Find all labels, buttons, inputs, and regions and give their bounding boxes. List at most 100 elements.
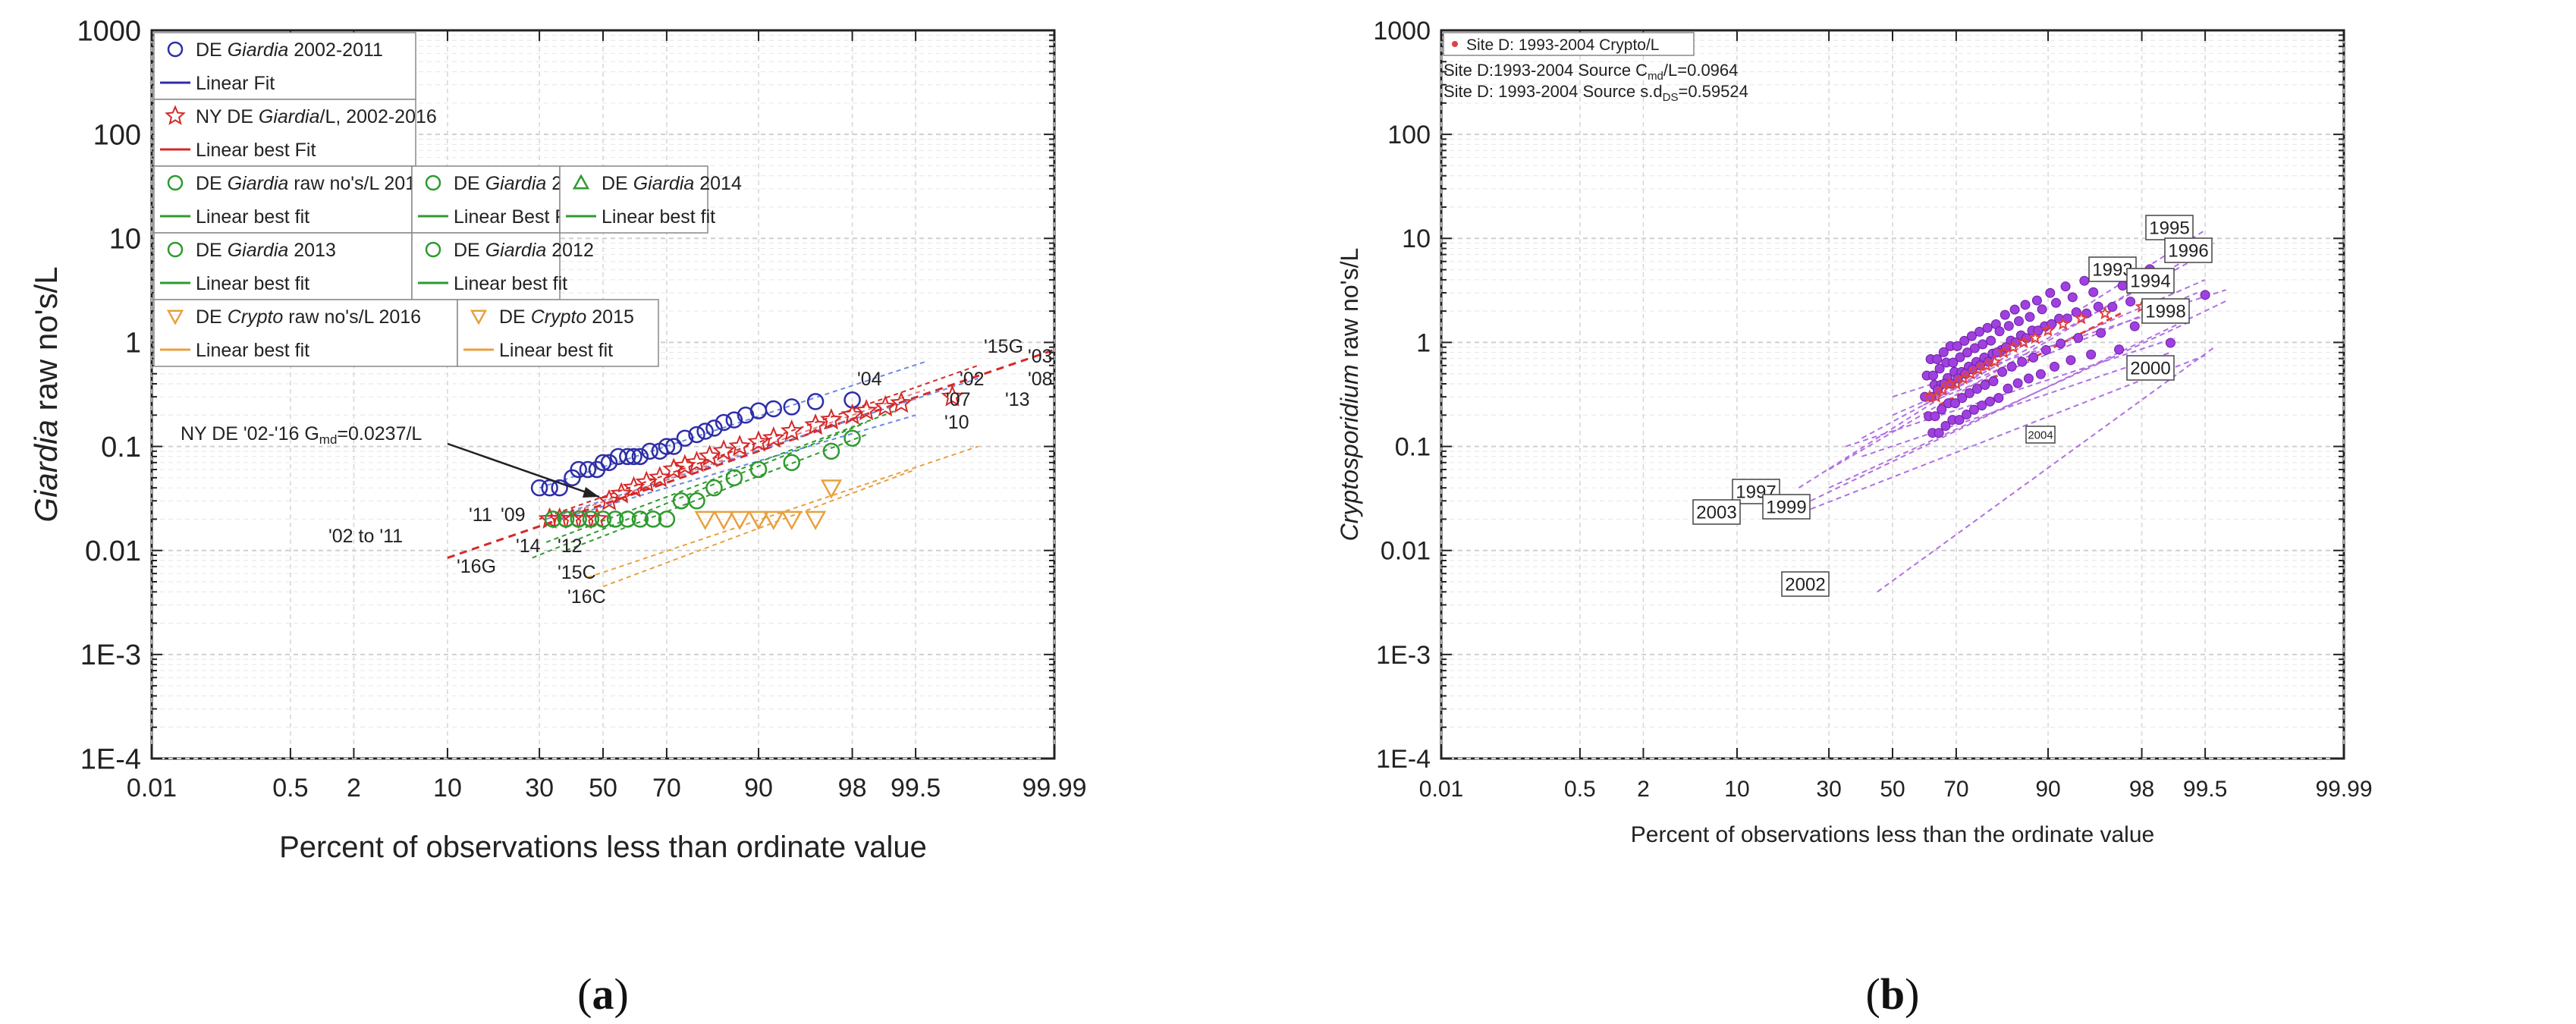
line-label: '10 (944, 412, 969, 433)
data-point (2003, 321, 2014, 331)
data-point (166, 309, 184, 325)
data-point (705, 479, 723, 497)
legend-label-suffix: 2014 (694, 173, 742, 194)
data-point (2097, 306, 2113, 320)
data-point (570, 510, 587, 528)
x-tick-label: 30 (1816, 777, 1841, 802)
legend-label-prefix: DE (196, 306, 228, 328)
data-point (1979, 358, 1993, 372)
data-point (658, 438, 676, 455)
data-point (2050, 297, 2061, 308)
x-tick-label: 90 (744, 774, 773, 803)
legend-box (153, 32, 416, 100)
y-tick-label: 1E-4 (1376, 745, 1431, 774)
legend-label-prefix: NY DE (196, 106, 259, 127)
data-point (582, 510, 600, 528)
data-point (712, 439, 735, 461)
caption-a-close: ) (614, 969, 629, 1019)
data-point (2093, 301, 2103, 312)
fit-line (545, 410, 896, 543)
year-label-box (2141, 298, 2190, 324)
data-point (2086, 349, 2097, 360)
data-point (1993, 393, 2004, 404)
year-label: 1993 (2092, 259, 2132, 280)
annotation-arrow (447, 442, 600, 498)
data-point (1987, 354, 2002, 368)
data-point (1994, 326, 2005, 337)
data-point (2073, 332, 2084, 343)
year-label-box (2164, 237, 2213, 263)
caption-b: (b) (1866, 969, 1920, 1019)
legend-a: DE Giardia 2002-2011 Linear Fit NY DE Giar… (153, 32, 742, 367)
data-point (631, 448, 649, 466)
data-point (1957, 393, 1968, 404)
x-tick-label: 90 (2035, 777, 2060, 802)
line-label: '02 (960, 369, 985, 390)
data-point (544, 510, 562, 528)
data-point (649, 466, 671, 488)
data-point (806, 393, 825, 410)
y-axis-label-a-rest: raw no's/L (28, 266, 64, 419)
data-point (2114, 344, 2125, 355)
y-axis-label-b-italic: Cryptosporidium (1336, 364, 1363, 541)
legend-b: Site D: 1993-2004 Crypto/L Site D:1993-20… (1443, 32, 1748, 104)
line-labels-a: NY DE '02-'16 Gmd=0.0237/L'15G '03'02'08'… (181, 336, 1053, 608)
data-point (2200, 290, 2210, 300)
x-tick-label: 70 (1943, 777, 1968, 802)
legend-fit-label: Linear best Fit (196, 140, 316, 161)
data-point (425, 241, 441, 258)
legend-label: DE Giardia 2012 (454, 240, 594, 261)
legend-label: DE Crypto raw no's/L 2016 (196, 306, 421, 328)
data-point (2003, 383, 2013, 394)
data-point (1952, 341, 1962, 351)
data-point (676, 429, 694, 447)
line-label: '13 (1005, 389, 1030, 410)
legend-line-3-suffix: =0.59524 (1678, 82, 1748, 101)
line-label: '08 (1028, 369, 1053, 390)
data-point (705, 419, 723, 437)
x-axis-label-a: Percent of observations less than ordina… (279, 831, 927, 864)
data-point (2040, 344, 2051, 355)
ticks-a: 0.01 0.5 2 10 30 50 70 90 98 99.5 99.99 1000 100 10 1 0… (77, 15, 1086, 803)
x-tick-label: 50 (589, 774, 617, 803)
legend-label-prefix: DE (196, 173, 228, 194)
legend-line-2-prefix: Site D:1993-2004 Source C (1444, 61, 1648, 80)
data-point (712, 510, 735, 531)
data-point (2035, 369, 2046, 379)
data-point (804, 510, 827, 531)
data-point (783, 398, 800, 416)
data-point (1963, 366, 1978, 380)
data-point (698, 444, 721, 466)
y-tick-label: 0.01 (1381, 537, 1431, 566)
data-point (2012, 378, 2023, 388)
year-labels-b: 1995199619931994199820002004199719992003… (1692, 215, 2213, 597)
fit-line (1828, 242, 2215, 470)
data-point (762, 426, 785, 448)
legend-fit-label: Linear best fit (196, 206, 309, 228)
legend-label-prefix: DE (499, 306, 531, 328)
data-point (2031, 295, 2042, 306)
x-tick-label: 99.99 (1022, 774, 1086, 803)
data-point (696, 422, 714, 440)
data-point (1977, 400, 1987, 411)
legend-label: Site D: 1993-2004 Crypto/L (1466, 36, 1659, 54)
year-label-box (2126, 355, 2175, 381)
data-point (619, 510, 636, 528)
line-label: '03 (1028, 346, 1053, 367)
data-point (1971, 384, 1982, 394)
data-point (765, 400, 783, 418)
y-tick-label: 0.1 (1395, 432, 1431, 461)
data-point (1937, 404, 1947, 415)
x-tick-label: 30 (525, 774, 554, 803)
year-label-box (2025, 426, 2056, 444)
legend-label-suffix: 2013 (288, 240, 336, 261)
year-label: 2003 (1696, 502, 1736, 523)
data-point (635, 470, 658, 492)
line-label: '09 (501, 504, 526, 526)
data-point (728, 434, 752, 457)
legend-fit-label: Linear Fit (196, 73, 275, 94)
line-label: '02 to '11 (328, 526, 403, 547)
legend-box (559, 165, 708, 234)
panel-a: 0.01 0.5 2 10 30 50 70 90 98 99.5 99.99 1000 100 10 1 0… (28, 15, 1087, 1019)
data-point (470, 309, 488, 325)
